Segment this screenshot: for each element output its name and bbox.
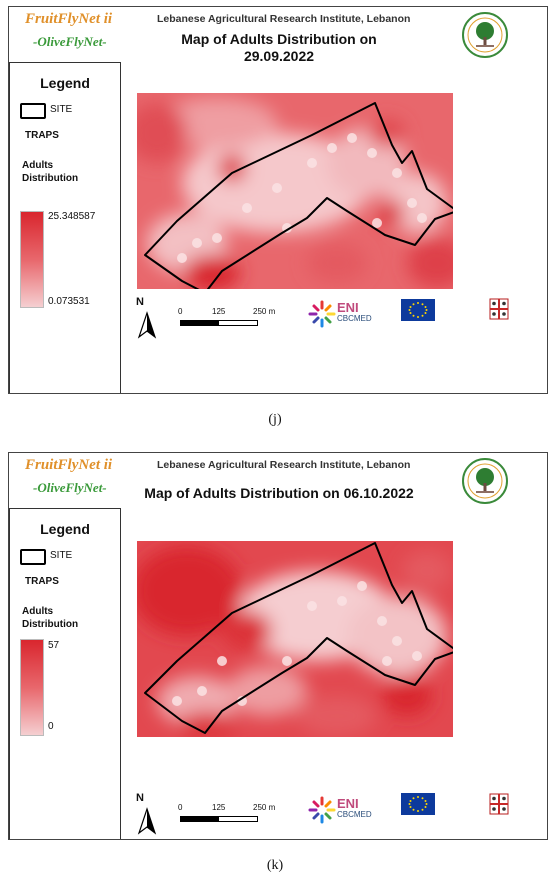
eu-flag-icon [401,299,435,321]
eni-logo-icon [308,300,336,328]
scalebar-tick-0: 0 [178,803,183,812]
distribution-map [137,541,453,737]
north-arrow-icon [137,807,157,835]
ramp-max-label: 25.348587 [48,211,96,222]
distribution-map [137,93,453,289]
map-panel-j: FruitFlyNet ii -OliveFlyNet- Lebanese Ag… [8,6,548,394]
scalebar-tick-250: 250 m [253,307,276,316]
north-label: N [136,792,144,804]
legend-box: Legend SITE TRAPS Adults Distribution 25… [9,62,121,393]
scalebar [180,320,258,326]
scalebar [180,816,258,822]
scalebar-tick-125: 125 [212,307,226,316]
map-title-line1: Map of Adults Distribution on [181,31,377,47]
map-title-line1: Map of Adults Distribution on 06.10.2022 [144,485,414,501]
scalebar-tick-0: 0 [178,307,183,316]
caption-k: (k) [266,858,284,873]
legend-title: Legend [40,521,90,537]
site-boundary [144,102,453,289]
trap-points [177,133,427,263]
color-ramp [20,639,44,736]
scalebar-tick-125: 125 [212,803,226,812]
trap-points [172,581,422,706]
legend-title: Legend [40,75,90,91]
eu-flag-icon [401,793,435,815]
cbcmed-label: CBCMED [337,314,372,323]
traps-label: TRAPS [25,130,59,141]
site-label: SITE [50,550,73,561]
north-label: N [136,296,144,308]
adults-label-line2: Distribution [22,619,79,630]
eni-logo-icon [308,796,336,824]
brand-oliveflynet: -OliveFlyNet- [33,480,107,495]
adults-distribution-label: Adults Distribution [22,159,78,185]
map-panel-k: FruitFlyNet ii -OliveFlyNet- Lebanese Ag… [8,452,548,840]
sardinia-crest-icon [489,298,509,320]
cbcmed-label: CBCMED [337,810,372,819]
site-label: SITE [50,104,73,115]
ramp-max-label: 57 [48,640,60,651]
adults-label-line2: Distribution [22,173,79,184]
brand-fruitflynet: FruitFlyNet ii [25,457,113,473]
legend-box: Legend SITE TRAPS Adults Distribution 57… [9,508,121,839]
lari-logo-icon [462,12,508,58]
ramp-min-label: 0 [48,721,54,732]
brand-fruitflynet: FruitFlyNet ii [25,11,113,27]
site-symbol [20,103,46,119]
site-symbol [20,549,46,565]
sardinia-crest-icon [489,793,509,815]
color-ramp [20,211,44,308]
north-arrow-icon [137,311,157,339]
brand-oliveflynet: -OliveFlyNet- [33,34,107,49]
institute-name: Lebanese Agricultural Research Institute… [157,459,411,471]
lari-logo-icon [462,458,508,504]
site-boundary [144,542,453,734]
institute-name: Lebanese Agricultural Research Institute… [157,13,411,25]
adults-distribution-label: Adults Distribution [22,605,78,631]
ramp-min-label: 0.073531 [48,296,90,307]
eni-label: ENI [337,796,359,811]
adults-label-line1: Adults [22,606,54,617]
scalebar-tick-250: 250 m [253,803,276,812]
map-title-line2: 29.09.2022 [243,48,315,64]
eni-label: ENI [337,300,359,315]
adults-label-line1: Adults [22,160,54,171]
caption-j: (j) [268,412,282,427]
traps-label: TRAPS [25,576,59,587]
